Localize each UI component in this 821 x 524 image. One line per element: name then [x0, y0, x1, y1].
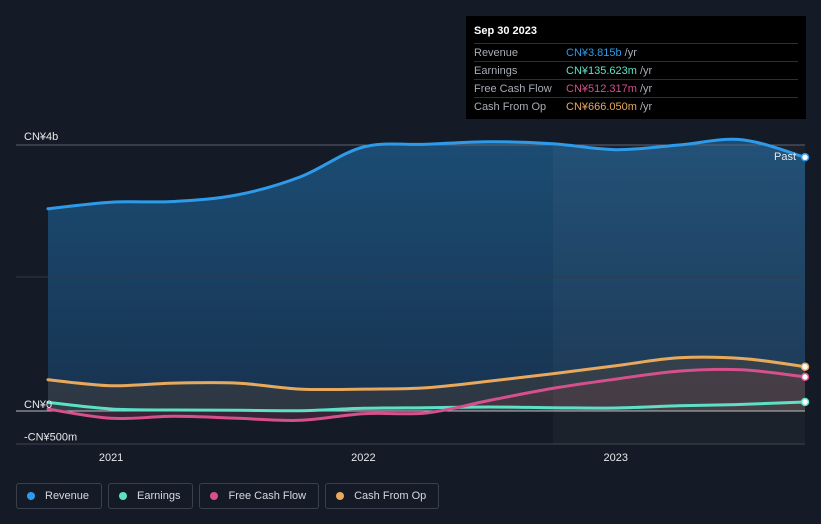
- x-tick-label: 2021: [99, 452, 123, 464]
- free-cash-flow-line: [46, 367, 807, 422]
- tooltip: Sep 30 2023 Revenue CN¥3.815b /yr Earnin…: [466, 16, 806, 119]
- x-tick-label: 2023: [604, 452, 628, 464]
- revenue-line: [46, 137, 807, 211]
- legend-dot-icon: [210, 492, 219, 500]
- legend-dot-icon: [27, 492, 35, 500]
- tooltip-value: CN¥135.623m: [566, 64, 637, 77]
- tooltip-value: CN¥512.317m: [566, 82, 637, 95]
- y-tick-label: -CN¥500m: [24, 431, 77, 443]
- y-tick-label: CN¥0: [24, 399, 52, 411]
- y-tick-label: CN¥4b: [24, 131, 58, 143]
- tooltip-unit: /yr: [639, 64, 653, 77]
- legend-label: Revenue: [45, 490, 90, 502]
- legend-dot-icon: [119, 492, 128, 500]
- cash-from-op-line: [46, 355, 807, 392]
- cash-from-op-area: [48, 357, 805, 411]
- tooltip-label: Cash From Op: [474, 100, 547, 113]
- legend-item-free-cash-flow[interactable]: Free Cash Flow: [199, 483, 320, 509]
- tooltip-date: Sep 30 2023: [474, 25, 537, 37]
- cash-from-op-endpoint: [800, 362, 810, 371]
- legend-label: Cash From Op: [354, 490, 427, 502]
- tooltip-label: Revenue: [474, 46, 519, 59]
- tooltip-unit: /yr: [624, 46, 637, 59]
- legend: Revenue Earnings Free Cash Flow Cash Fro…: [16, 483, 440, 511]
- past-highlight: [553, 145, 805, 445]
- tooltip-label: Free Cash Flow: [474, 82, 552, 95]
- tooltip-label: Earnings: [474, 64, 518, 77]
- tooltip-value: CN¥3.815b: [566, 46, 622, 59]
- tooltip-row-earnings: Earnings CN¥135.623m /yr: [474, 61, 798, 79]
- legend-label: Earnings: [137, 490, 181, 502]
- tooltip-value: CN¥666.050m: [566, 100, 637, 113]
- tooltip-unit: /yr: [639, 100, 653, 113]
- tooltip-row-cash-from-op: Cash From Op CN¥666.050m /yr: [474, 97, 798, 115]
- revenue-endpoint: [800, 153, 810, 162]
- legend-item-cash-from-op[interactable]: Cash From Op: [325, 483, 440, 509]
- legend-dot-icon: [336, 492, 345, 500]
- tooltip-row-revenue: Revenue CN¥3.815b /yr: [474, 43, 798, 61]
- x-tick-label: 2022: [351, 452, 375, 464]
- legend-item-earnings[interactable]: Earnings: [108, 483, 194, 509]
- past-label: Past: [774, 151, 796, 163]
- legend-item-revenue[interactable]: Revenue: [16, 483, 103, 509]
- revenue-area: [48, 139, 805, 412]
- tooltip-row-free-cash-flow: Free Cash Flow CN¥512.317m /yr: [474, 79, 798, 97]
- tooltip-unit: /yr: [639, 82, 653, 95]
- earnings-line: [46, 400, 807, 413]
- legend-label: Free Cash Flow: [228, 490, 307, 502]
- free-cash-flow-endpoint: [800, 372, 810, 382]
- earnings-endpoint: [800, 397, 810, 407]
